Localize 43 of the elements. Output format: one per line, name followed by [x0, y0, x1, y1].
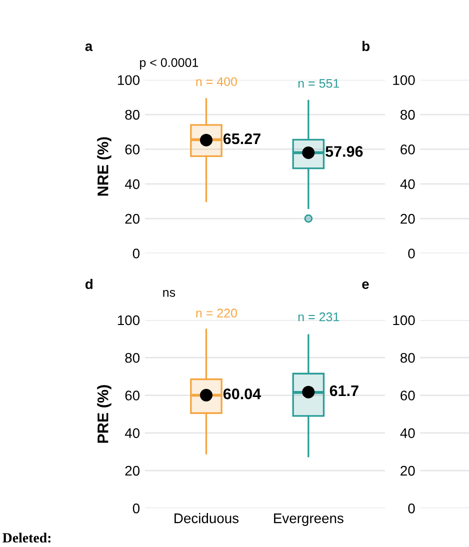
y-tick-label: 40 [400, 179, 415, 190]
chart-title: a [85, 43, 93, 52]
y-axis-title: PRE (%) [97, 385, 112, 443]
chart-title: e [362, 281, 369, 290]
y-tick-label: 0 [132, 248, 140, 258]
y-tick-label: 0 [408, 503, 415, 514]
text: 61.7 [330, 385, 358, 396]
y-tick-label: 0 [408, 248, 415, 258]
chart-title: b [362, 40, 370, 52]
y-tick-label: 20 [400, 214, 415, 224]
y-tick-label: 100 [118, 75, 140, 86]
text: 57.96 [326, 146, 363, 157]
x-tick-label: Evergreens [274, 514, 344, 526]
text: 60.04 [223, 388, 262, 400]
y-tick-label: 40 [124, 179, 140, 190]
y-axis-title: NRE (%) [97, 137, 112, 196]
text: 65.27 [223, 133, 260, 144]
text: ns [163, 290, 176, 297]
y-tick-label: 40 [400, 428, 415, 438]
y-tick-label: 60 [400, 390, 415, 400]
y-tick-label: 100 [393, 75, 415, 86]
y-tick-label: 60 [400, 144, 415, 154]
chart-title: d [85, 278, 92, 290]
y-tick-label: 100 [393, 315, 415, 326]
y-tick-label: 60 [125, 390, 140, 400]
y-tick-label: 80 [125, 352, 140, 363]
text: Deleted: [2, 532, 50, 543]
text: n = 220 [196, 308, 237, 318]
text: p < 0.0001 [140, 58, 198, 70]
y-tick-label: 80 [125, 110, 140, 120]
x-tick-label: Deciduous [174, 513, 239, 524]
y-tick-label: 100 [118, 315, 140, 326]
y-tick-label: 20 [125, 214, 140, 224]
y-tick-label: 40 [124, 428, 140, 438]
annotation: n = 551 [298, 79, 340, 88]
y-tick-label: 20 [125, 466, 140, 476]
y-tick-label: 20 [400, 466, 415, 476]
y-tick-label: 80 [400, 110, 415, 120]
annotation: n = 231 [298, 312, 340, 322]
y-tick-label: 60 [125, 144, 140, 154]
annotation: n = 400 [196, 77, 237, 86]
y-tick-label: 0 [132, 503, 140, 514]
y-tick-label: 80 [400, 352, 415, 363]
